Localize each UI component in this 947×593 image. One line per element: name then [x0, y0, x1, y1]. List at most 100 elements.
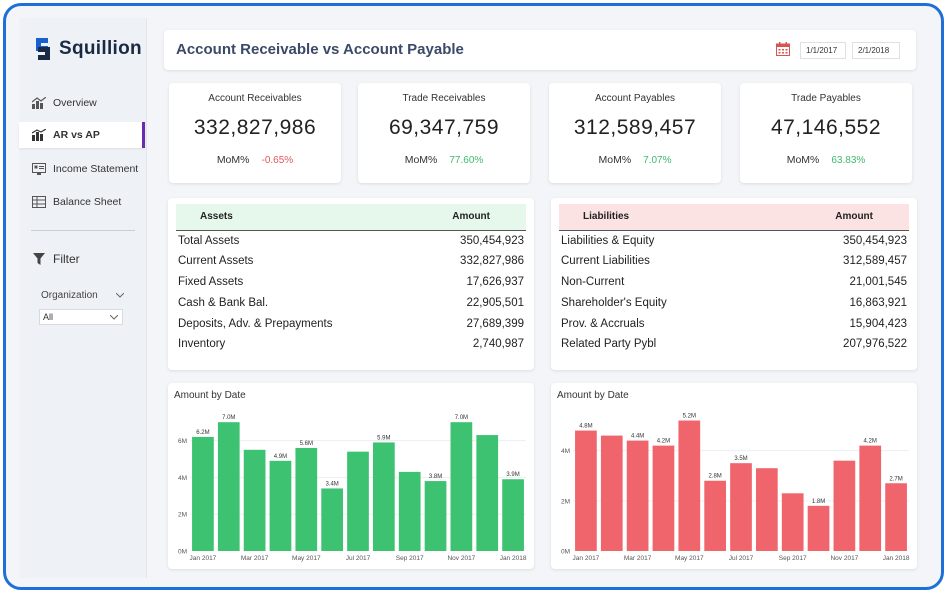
- chart-bar[interactable]: [859, 445, 882, 551]
- bar-data-label: 4.9M: [274, 454, 287, 460]
- organization-slicer-header[interactable]: Organization: [41, 290, 124, 301]
- kpi-mom-label: MoM%: [786, 154, 820, 166]
- row-amount: 17,626,937: [466, 275, 524, 288]
- chart-bar[interactable]: [575, 430, 597, 551]
- nav-label-balance-sheet: Balance Sheet: [53, 196, 122, 208]
- row-amount: 332,827,986: [460, 255, 524, 268]
- kpi-title: Account Payables: [594, 93, 676, 104]
- organization-selected-value: All: [43, 312, 54, 322]
- x-tick-label: Jul 2017: [346, 555, 371, 562]
- brand-logo[interactable]: Squillion: [33, 36, 142, 62]
- kpi-card-trade-payables: Trade Payables 47,146,552 MoM% 63.83%: [740, 83, 912, 183]
- bar-data-label: 4.2M: [864, 439, 877, 445]
- chart-bar[interactable]: [372, 442, 395, 551]
- chart-bar[interactable]: [600, 435, 623, 551]
- x-tick-label: Sep 2017: [396, 555, 424, 562]
- dropdown-chevron-icon: [110, 314, 118, 320]
- y-tick-label: 2M: [561, 498, 570, 505]
- chart-bar[interactable]: [626, 440, 649, 551]
- chart-bar[interactable]: [398, 471, 421, 551]
- organization-dropdown[interactable]: All: [39, 309, 123, 325]
- table-row: Shareholder's Equity 16,863,921: [559, 292, 909, 313]
- chart-bar[interactable]: [678, 420, 701, 551]
- x-tick-label: Mar 2017: [624, 555, 652, 562]
- chart-bar[interactable]: [321, 488, 344, 551]
- bar-data-label: 4.4M: [631, 434, 644, 440]
- chart-bar[interactable]: [243, 449, 266, 551]
- nav-item-income-statement[interactable]: Income Statement: [19, 156, 145, 182]
- nav-label-overview: Overview: [53, 97, 97, 109]
- column-header-liabilities[interactable]: Liabilities: [583, 211, 630, 223]
- y-tick-label: 6M: [178, 438, 187, 445]
- row-label: Inventory: [178, 338, 226, 351]
- chart-bar[interactable]: [755, 468, 778, 551]
- row-label: Fixed Assets: [178, 275, 244, 288]
- y-tick-label: 2M: [178, 512, 187, 519]
- chart-bar[interactable]: [730, 463, 752, 551]
- squillion-logo-icon: [36, 38, 50, 60]
- table-row: Related Party Pybl 207,976,522: [559, 334, 909, 355]
- chart-bar[interactable]: [885, 483, 907, 551]
- nav-item-balance-sheet[interactable]: Balance Sheet: [19, 189, 145, 215]
- chart-bar[interactable]: [424, 481, 447, 551]
- chart-bar[interactable]: [807, 505, 830, 551]
- column-header-amount[interactable]: Amount: [452, 211, 490, 223]
- kpi-title: Trade Receivables: [402, 93, 486, 104]
- x-tick-label: Jan 2018: [883, 555, 910, 562]
- bar-data-label: 7.0M: [222, 415, 235, 421]
- app-frame: Squillion Overview AR vs AP Income State…: [3, 3, 944, 590]
- row-amount: 350,454,923: [843, 234, 907, 247]
- chart-bar[interactable]: [295, 447, 318, 551]
- bar-data-label: 4.8M: [579, 424, 592, 430]
- table-row: Cash & Bank Bal. 22,905,501: [176, 292, 526, 313]
- column-header-assets[interactable]: Assets: [200, 211, 233, 223]
- calendar-icon[interactable]: [776, 42, 790, 56]
- liabilities-table: Liabilities Amount Liabilities & Equity 3…: [559, 204, 909, 355]
- bar-data-label: 5.2M: [683, 414, 696, 420]
- nav-item-overview[interactable]: Overview: [19, 90, 145, 116]
- organization-label: Organization: [41, 290, 98, 301]
- kpi-card-trade-receivables: Trade Receivables 69,347,759 MoM% 77.60%: [358, 83, 530, 183]
- kpi-mom-value: 63.83%: [831, 155, 866, 166]
- sidebar: Squillion Overview AR vs AP Income State…: [19, 18, 147, 578]
- chart-bar[interactable]: [450, 422, 473, 551]
- x-tick-label: Sep 2017: [779, 555, 807, 562]
- chart-bar[interactable]: [476, 435, 499, 551]
- x-tick-label: May 2017: [292, 555, 321, 562]
- chart-bar[interactable]: [502, 479, 524, 551]
- chart-bar[interactable]: [652, 445, 675, 551]
- chart-bar[interactable]: [192, 436, 214, 551]
- chart-bar[interactable]: [781, 493, 804, 551]
- chart-bar[interactable]: [347, 451, 369, 551]
- table-row: Inventory 2,740,987: [176, 334, 526, 355]
- column-header-amount[interactable]: Amount: [835, 211, 873, 223]
- liabilities-table-header: Liabilities Amount: [559, 204, 909, 230]
- row-amount: 15,904,423: [849, 317, 907, 330]
- chevron-down-icon[interactable]: [115, 293, 124, 298]
- bar-data-label: 3.4M: [325, 481, 338, 487]
- bar-data-label: 6.2M: [196, 430, 209, 436]
- chart-bar[interactable]: [217, 422, 240, 551]
- row-amount: 312,589,457: [843, 255, 907, 268]
- income-statement-icon: [32, 163, 46, 175]
- date-from-input[interactable]: 1/1/2017: [800, 42, 846, 59]
- bar-data-label: 2.7M: [889, 476, 902, 482]
- assets-table-card: Assets Amount Total Assets 350,454,923 Cu…: [168, 198, 534, 370]
- table-row: Liabilities & Equity 350,454,923: [559, 230, 909, 251]
- chart-bar[interactable]: [269, 460, 292, 551]
- payables-chart-card: Amount by Date 0M 2M 4M 4.8M 4.4M 4.2M 5.2M 2.8…: [551, 383, 917, 569]
- chart-bar[interactable]: [704, 480, 727, 551]
- kpi-title: Account Receivables: [208, 93, 302, 104]
- bar-data-label: 3.9M: [506, 472, 519, 478]
- brand-name: Squillion: [59, 38, 142, 59]
- date-to-input[interactable]: 2/1/2018: [852, 42, 900, 59]
- row-label: Shareholder's Equity: [561, 296, 667, 309]
- table-row: Current Liabilities 312,589,457: [559, 251, 909, 272]
- nav-item-ar-vs-ap[interactable]: AR vs AP: [19, 122, 145, 148]
- y-tick-label: 0M: [178, 549, 187, 556]
- bar-data-label: 5.6M: [300, 441, 313, 447]
- kpi-mom-label: MoM%: [404, 154, 438, 166]
- kpi-title: Trade Payables: [791, 93, 861, 104]
- chart-bar[interactable]: [833, 460, 856, 551]
- page-header: Account Receivable vs Account Payable 1/…: [164, 30, 916, 70]
